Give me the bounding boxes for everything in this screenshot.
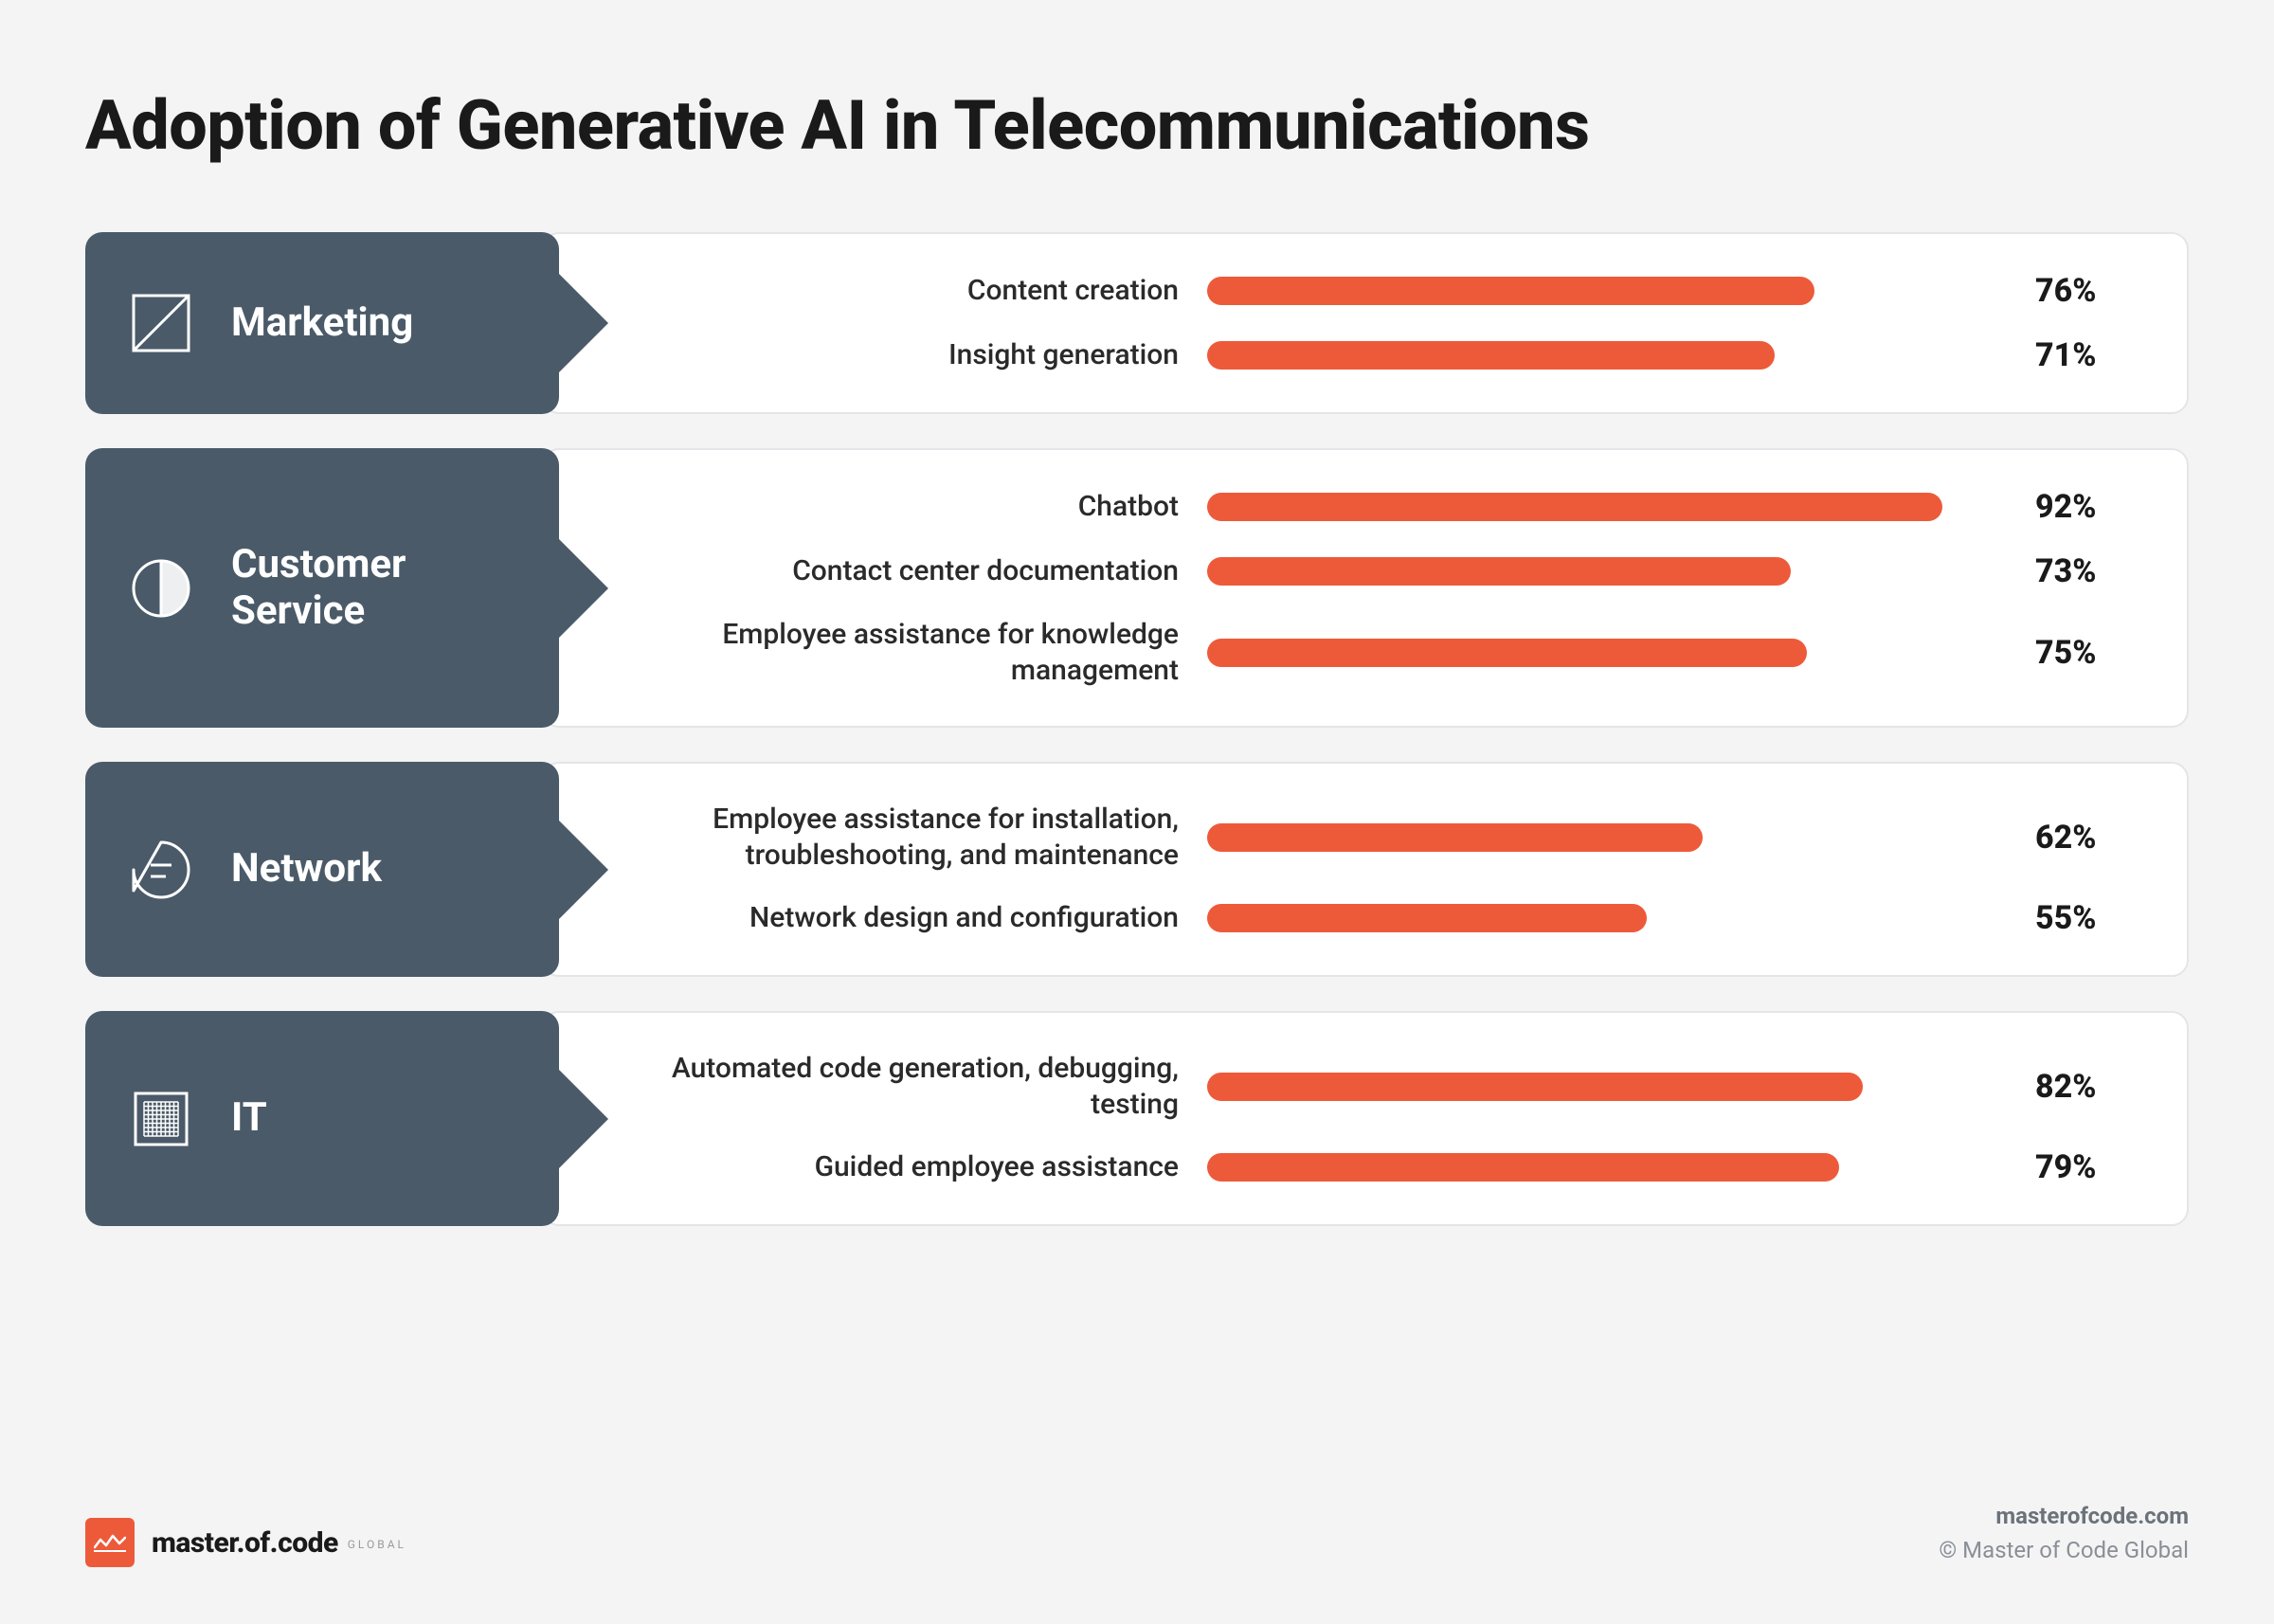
category-tag-customer-service: Customer Service — [85, 448, 559, 728]
bar-fill — [1207, 557, 1791, 586]
bar-fill — [1207, 493, 1942, 521]
square-diagonal-icon — [123, 285, 199, 361]
speech-lines-icon — [123, 832, 199, 908]
bar-fill — [1207, 639, 1807, 667]
bar-label: Guided employee assistance — [629, 1149, 1179, 1185]
bar-track — [1207, 341, 2007, 370]
bar-fill — [1207, 1073, 1863, 1101]
bar-value: 92% — [2035, 488, 2130, 526]
bar-value: 62% — [2035, 819, 2130, 857]
bar-value: 71% — [2035, 336, 2130, 374]
category-row-customer-service: Customer Service Chatbot 92% Contact center… — [85, 448, 2189, 728]
brand-logo: master.of.code GLOBAL — [85, 1518, 406, 1567]
page-title: Adoption of Generative AI in Telecommuni… — [85, 85, 2189, 166]
category-tag-it: IT — [85, 1011, 559, 1226]
category-label: Network — [231, 846, 382, 892]
grid-square-icon — [123, 1081, 199, 1157]
credit-block: masterofcode.com © Master of Code Global — [1939, 1499, 2189, 1567]
bar-label: Contact center documentation — [629, 553, 1179, 589]
category-label: Customer Service — [231, 542, 521, 634]
bar-label: Automated code generation, debugging, te… — [629, 1051, 1179, 1122]
bar-label: Employee assistance for knowledge manage… — [629, 617, 1179, 688]
bar-label: Insight generation — [629, 337, 1179, 373]
bar-label: Content creation — [629, 273, 1179, 309]
bar-track — [1207, 639, 2007, 667]
bar-track — [1207, 1073, 2007, 1101]
category-tag-network: Network — [85, 762, 559, 977]
category-row-marketing: Marketing Content creation 76% Insight gene… — [85, 232, 2189, 414]
bar-value: 82% — [2035, 1068, 2130, 1106]
bar-label: Employee assistance for installation, tr… — [629, 802, 1179, 873]
bar-value: 79% — [2035, 1148, 2130, 1186]
bar-row: Contact center documentation 73% — [629, 552, 2130, 590]
credit-copyright: © Master of Code Global — [1939, 1533, 2189, 1567]
bar-fill — [1207, 1153, 1839, 1182]
logo-sub-text: GLOBAL — [348, 1538, 406, 1551]
bar-value: 55% — [2035, 899, 2130, 937]
bar-row: Chatbot 92% — [629, 488, 2130, 526]
bar-track — [1207, 823, 2007, 852]
category-tag-marketing: Marketing — [85, 232, 559, 414]
data-panel-it: Automated code generation, debugging, te… — [542, 1011, 2189, 1226]
circle-half-icon — [123, 550, 199, 626]
bar-value: 73% — [2035, 552, 2130, 590]
bar-row: Insight generation 71% — [629, 336, 2130, 374]
bar-row: Employee assistance for knowledge manage… — [629, 617, 2130, 688]
logo-mark-icon — [85, 1518, 135, 1567]
logo-brand-text: master.of.code — [152, 1526, 338, 1560]
credit-site: masterofcode.com — [1939, 1499, 2189, 1533]
bar-track — [1207, 557, 2007, 586]
bar-value: 76% — [2035, 272, 2130, 310]
bar-track — [1207, 1153, 2007, 1182]
bar-fill — [1207, 904, 1647, 932]
bar-label: Network design and configuration — [629, 900, 1179, 936]
category-label: IT — [231, 1095, 267, 1141]
bar-fill — [1207, 277, 1814, 305]
bar-fill — [1207, 823, 1703, 852]
chart-rows-container: Marketing Content creation 76% Insight gene… — [85, 232, 2189, 1226]
data-panel-network: Employee assistance for installation, tr… — [542, 762, 2189, 977]
bar-fill — [1207, 341, 1775, 370]
data-panel-customer-service: Chatbot 92% Contact center documentation 73… — [542, 448, 2189, 728]
bar-row: Employee assistance for installation, tr… — [629, 802, 2130, 873]
category-row-network: Network Employee assistance for installat… — [85, 762, 2189, 977]
bar-track — [1207, 493, 2007, 521]
bar-label: Chatbot — [629, 489, 1179, 525]
bar-row: Guided employee assistance 79% — [629, 1148, 2130, 1186]
bar-row: Content creation 76% — [629, 272, 2130, 310]
data-panel-marketing: Content creation 76% Insight generation 71% — [542, 232, 2189, 414]
logo-text-wrap: master.of.code GLOBAL — [152, 1526, 406, 1560]
bar-row: Automated code generation, debugging, te… — [629, 1051, 2130, 1122]
bar-track — [1207, 904, 2007, 932]
bar-track — [1207, 277, 2007, 305]
bar-value: 75% — [2035, 634, 2130, 672]
bar-row: Network design and configuration 55% — [629, 899, 2130, 937]
category-row-it: IT Automated code generation, debugging, … — [85, 1011, 2189, 1226]
category-label: Marketing — [231, 300, 413, 346]
footer: master.of.code GLOBAL masterofcode.com ©… — [85, 1499, 2189, 1567]
